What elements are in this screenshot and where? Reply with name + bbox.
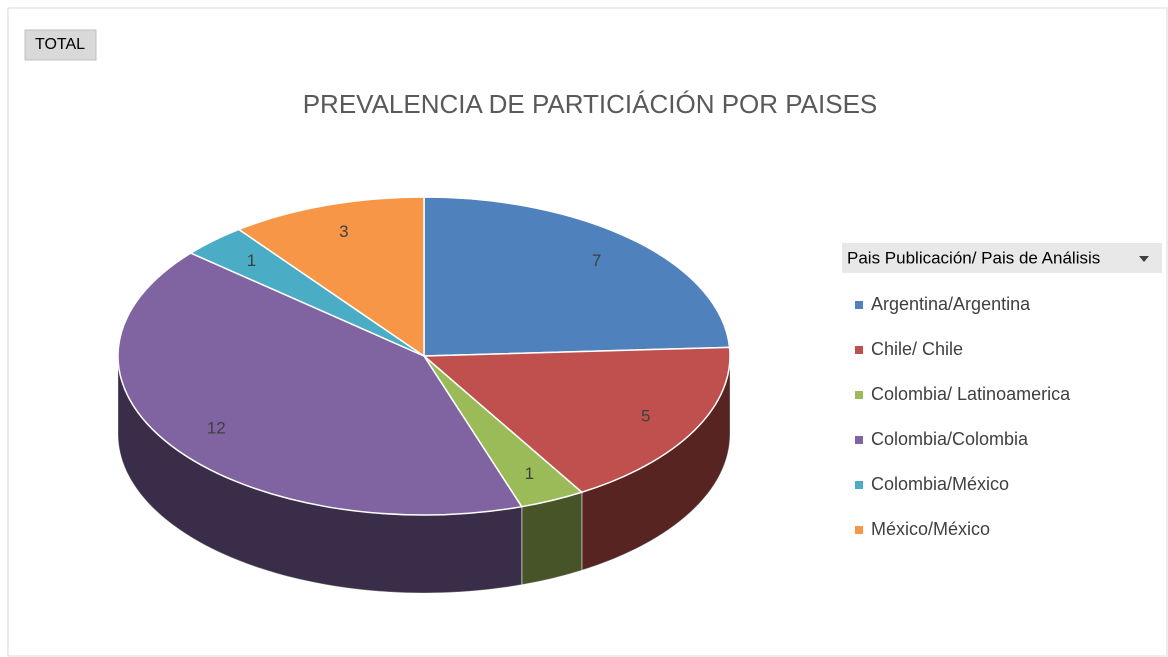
- legend-swatch: [855, 301, 863, 309]
- legend-swatch: [855, 436, 863, 444]
- data-label: 1: [525, 464, 534, 483]
- legend-label: Argentina/Argentina: [871, 294, 1031, 314]
- side-shade: [118, 356, 522, 594]
- total-button[interactable]: [24, 29, 97, 61]
- slice: [422, 346, 731, 494]
- side-shade: [521, 492, 582, 585]
- legend-label: Chile/ Chile: [871, 339, 963, 359]
- legend-title[interactable]: Pais Publicación/ Pais de Análisis: [847, 248, 1100, 267]
- dropdown-arrow[interactable]: [1139, 256, 1149, 262]
- data-label: 7: [592, 251, 601, 270]
- legend-label: Colombia/México: [871, 474, 1009, 494]
- legend-swatch: [855, 481, 863, 489]
- side-shade: [581, 356, 730, 571]
- legend-swatch: [855, 346, 863, 354]
- slice: [423, 196, 731, 357]
- total-button-label[interactable]: TOTAL: [35, 36, 85, 53]
- slice: [117, 252, 523, 516]
- legend-label: México/México: [871, 519, 990, 539]
- legend-header[interactable]: [842, 243, 1162, 273]
- data-label: 12: [207, 419, 226, 438]
- data-label: 3: [339, 222, 348, 241]
- data-label: 5: [641, 407, 650, 426]
- legend-swatch: [855, 526, 863, 534]
- slice: [237, 196, 425, 358]
- legend-label: Colombia/ Latinoamerica: [871, 384, 1071, 404]
- legend-swatch: [855, 391, 863, 399]
- legend-label: Colombia/Colombia: [871, 429, 1029, 449]
- chart-title: PREVALENCIA DE PARTICIÁCIÓN POR PAISES: [303, 89, 878, 119]
- data-label: 1: [247, 251, 256, 270]
